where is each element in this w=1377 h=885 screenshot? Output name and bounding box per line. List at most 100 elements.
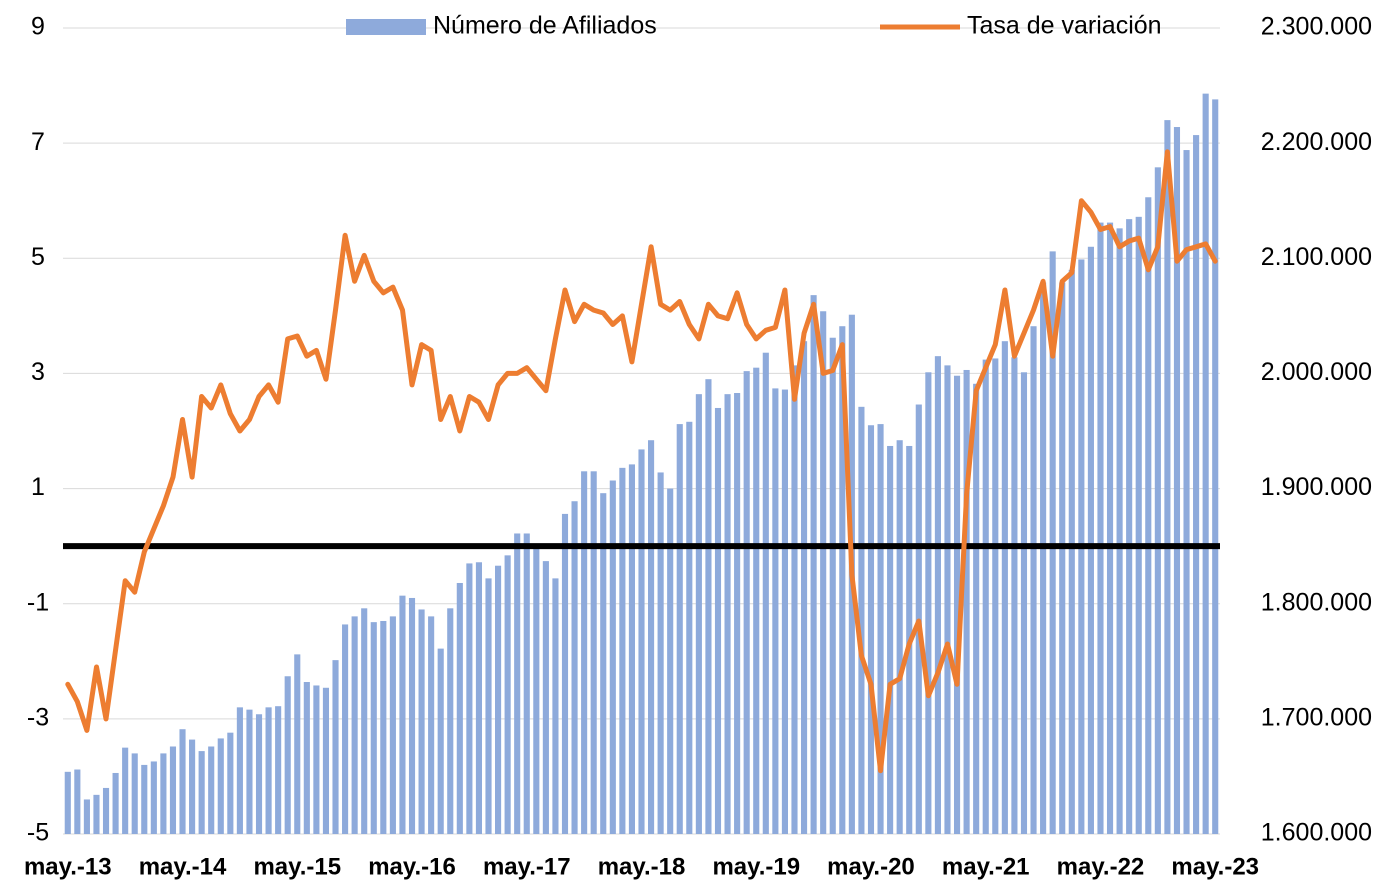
bar [485, 578, 492, 834]
line [65, 149, 1218, 774]
bar [1106, 222, 1114, 834]
y2-tick-label: 1.700.000 [1261, 703, 1372, 731]
bar [265, 707, 272, 834]
bar [648, 440, 655, 834]
bar [380, 620, 387, 834]
bar [829, 337, 836, 834]
bar [523, 533, 530, 834]
bar [102, 787, 110, 834]
bar [963, 369, 970, 834]
bar [552, 578, 559, 834]
x-tick-label: may.-14 [139, 853, 227, 880]
bar [1154, 167, 1161, 834]
bar [1193, 135, 1200, 834]
bar [934, 356, 941, 834]
bar [600, 493, 607, 834]
bar [1087, 246, 1094, 834]
y-tick-label: -1 [27, 588, 49, 616]
bar [495, 565, 502, 834]
y2-tick-label: 1.800.000 [1261, 588, 1372, 616]
bar [743, 371, 750, 834]
y-tick-label: -5 [27, 819, 49, 847]
bar [753, 367, 760, 834]
x-tick-label: may.-19 [712, 853, 800, 880]
bar [332, 660, 339, 834]
bar [1068, 269, 1075, 834]
bar [83, 799, 90, 834]
bar [74, 769, 81, 834]
bar [992, 358, 999, 834]
x-tick-label: may.-18 [598, 853, 686, 880]
bar [571, 501, 578, 834]
bar [896, 440, 903, 834]
x-tick-label: may.-13 [24, 853, 112, 880]
bar [533, 547, 540, 834]
y-tick-label: 9 [31, 13, 45, 41]
bar [169, 746, 177, 834]
bar [762, 352, 769, 834]
bar [667, 488, 674, 834]
x-tick-label: may.-22 [1057, 853, 1145, 880]
x-tick-label: may.-16 [368, 853, 456, 880]
bar [676, 424, 683, 834]
x-tick-label: may.-17 [483, 853, 571, 880]
bar [361, 608, 368, 834]
bar [800, 341, 808, 834]
bar [714, 407, 722, 834]
bar [150, 761, 157, 834]
bar [1173, 127, 1181, 835]
bar [93, 794, 100, 834]
bar [342, 624, 349, 834]
y-tick-label: 7 [31, 128, 45, 156]
legend-label: Número de Afiliados [433, 12, 657, 40]
y2-tick-label: 2.300.000 [1261, 13, 1372, 41]
bar [695, 394, 702, 834]
bar [418, 609, 425, 834]
bar [1116, 228, 1123, 834]
bar [724, 394, 731, 834]
bar [820, 311, 827, 834]
bar [389, 616, 396, 834]
bar [982, 359, 989, 834]
bar [112, 772, 119, 834]
bar [609, 480, 616, 834]
bar [284, 676, 291, 834]
bar [131, 753, 138, 834]
y-tick-label: -3 [27, 703, 49, 731]
bar [1164, 120, 1171, 835]
bar [1049, 251, 1056, 834]
y-tick-label: 3 [31, 358, 45, 386]
y-tick-label: 5 [31, 243, 45, 271]
y2-tick-label: 1.600.000 [1261, 819, 1372, 847]
bar [160, 753, 167, 834]
bar [437, 648, 444, 834]
bar [313, 685, 320, 834]
bar [189, 739, 196, 834]
bar [1030, 326, 1037, 834]
bar [303, 682, 310, 834]
y2-tick-label: 2.200.000 [1261, 128, 1372, 156]
bar [772, 388, 779, 834]
bar [839, 326, 846, 834]
bar [1202, 93, 1209, 835]
bar [1097, 222, 1104, 834]
bar [64, 771, 71, 834]
bar [217, 738, 224, 834]
bar [370, 622, 377, 834]
bar [953, 375, 961, 834]
bar [810, 295, 817, 834]
y2-tick-label: 1.900.000 [1261, 473, 1372, 501]
bar [1183, 150, 1190, 835]
bar [447, 608, 454, 834]
x-tick-label: may.-20 [827, 853, 915, 880]
bar [208, 746, 215, 834]
bar [428, 616, 435, 834]
bar [925, 372, 932, 834]
bar [275, 706, 282, 834]
bar [1040, 282, 1047, 835]
bar [408, 597, 416, 834]
bar [294, 654, 301, 834]
bar [619, 467, 626, 834]
bar [734, 393, 741, 834]
